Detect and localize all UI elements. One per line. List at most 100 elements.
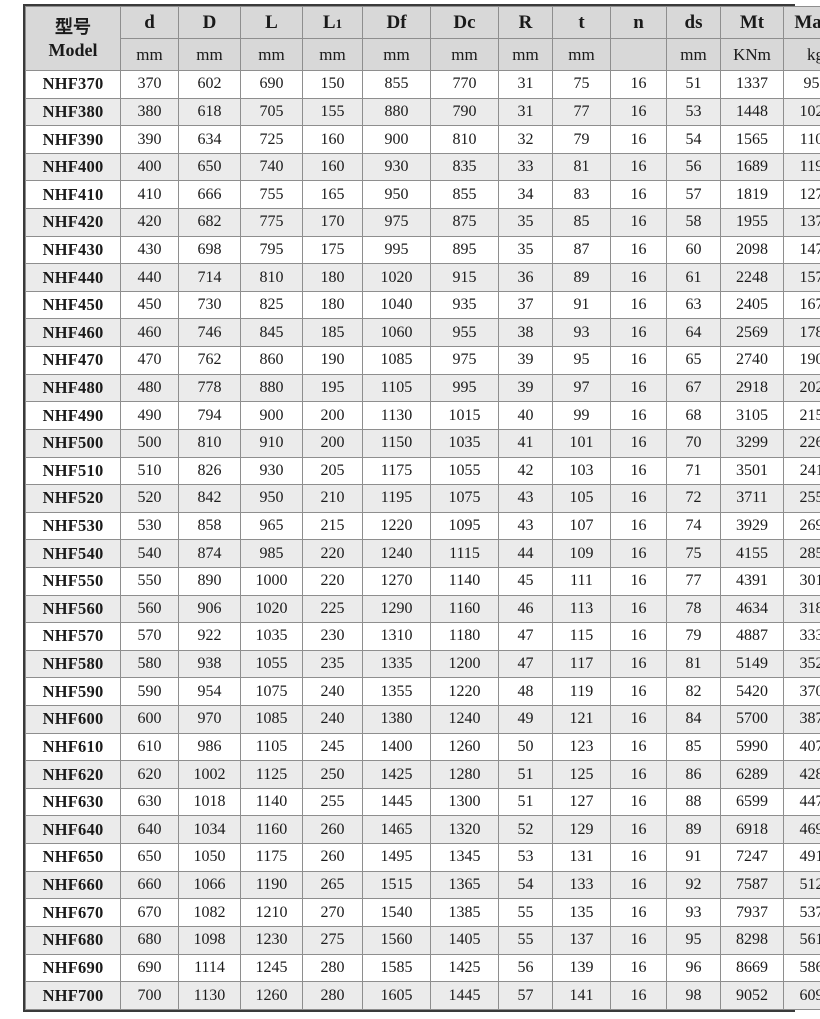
header-symbol-d: d	[120, 6, 179, 39]
header-unit-d: mm	[120, 38, 179, 71]
cell-model: NHF680	[25, 925, 121, 955]
cell-Df: 1380	[362, 705, 431, 734]
table-row: NHF4004006507401609308353381165616891194	[25, 152, 820, 182]
cell-Mt: 2098	[720, 235, 784, 265]
header-unit-ds: mm	[666, 38, 721, 71]
cell-D: 1098	[178, 925, 241, 955]
cell-Mass: 1108	[783, 125, 820, 154]
table-body: NHF370370602690150855770317516511337951N…	[25, 70, 820, 1010]
cell-d: 600	[120, 705, 179, 734]
cell-Mass: 2156	[783, 401, 820, 430]
cell-L: 930	[240, 456, 303, 486]
cell-Df: 995	[362, 235, 431, 265]
cell-Df: 1105	[362, 373, 431, 403]
table-row: NHF600 600 970 1085 240 1380 1240 49 121 16 84 5700…	[25, 705, 820, 734]
cell-D: 666	[178, 180, 241, 210]
cell-ds: 70	[666, 428, 721, 458]
model-specification-table: 型号 Model d D L L1 Df Dc R t n ds Mt Mass…	[25, 6, 820, 1010]
cell-d: 460	[120, 318, 179, 348]
cell-n: 16	[610, 484, 667, 513]
cell-Df: 1585	[362, 953, 431, 983]
cell-L1: 280	[302, 981, 363, 1010]
cell-L1: 265	[302, 870, 363, 900]
cell-R: 35	[498, 208, 553, 237]
cell-R: 47	[498, 622, 553, 651]
cell-L: 910	[240, 428, 303, 458]
table-row: NHF580 580 938 1055 235 1335 1200 47 117 16 81 5149…	[25, 649, 820, 679]
spec-table-sheet: 型号 Model d D L L1 Df Dc R t n ds Mt Mass…	[23, 4, 820, 1012]
table-row: NHF4804807788801951105995399716672918202…	[25, 373, 820, 403]
header-symbol-L: L	[240, 6, 303, 39]
cell-D: 1034	[178, 815, 241, 845]
cell-Mt: 5420	[720, 677, 784, 707]
cell-Mt: 1565	[720, 125, 784, 154]
cell-Df: 1605	[362, 981, 431, 1010]
cell-Dc: 1425	[430, 953, 499, 983]
cell-d: 620	[120, 760, 179, 789]
cell-Mt: 2248	[720, 263, 784, 292]
table-row: NHF640 640 1034 1160 260 1465 1320 52 129 16 89 691…	[25, 815, 820, 845]
cell-Mass: 951	[783, 70, 820, 99]
cell-model: NHF560	[25, 594, 121, 624]
cell-model: NHF520	[25, 484, 121, 513]
cell-L1: 200	[302, 401, 363, 430]
cell-Mt: 4887	[720, 622, 784, 651]
cell-n: 16	[610, 843, 667, 872]
cell-L1: 215	[302, 511, 363, 541]
cell-L1: 190	[302, 346, 363, 375]
cell-L1: 275	[302, 925, 363, 955]
cell-Dc: 1345	[430, 843, 499, 872]
cell-L1: 240	[302, 705, 363, 734]
table-row: NHF4404407148101801020915368916612248157…	[25, 263, 820, 292]
cell-n: 16	[610, 622, 667, 651]
symbol-subscript: 1	[335, 15, 343, 31]
cell-D: 1114	[178, 953, 241, 983]
cell-d: 400	[120, 152, 179, 182]
cell-d: 660	[120, 870, 179, 900]
cell-Dc: 1055	[430, 456, 499, 486]
cell-Mass: 1787	[783, 318, 820, 348]
cell-Mass: 2554	[783, 484, 820, 513]
cell-R: 41	[498, 428, 553, 458]
cell-Mass: 4477	[783, 787, 820, 817]
cell-t: 111	[552, 566, 611, 596]
cell-n: 16	[610, 981, 667, 1010]
cell-Dc: 935	[430, 290, 499, 320]
cell-L1: 150	[302, 70, 363, 99]
header-unit-row: mm mm mm mm mm mm mm mm mm KNm kg	[26, 38, 820, 71]
cell-model: NHF480	[25, 373, 121, 403]
cell-ds: 71	[666, 456, 721, 486]
cell-Df: 1220	[362, 511, 431, 541]
cell-R: 51	[498, 787, 553, 817]
cell-R: 42	[498, 456, 553, 486]
cell-L: 1105	[240, 732, 303, 762]
cell-L: 1000	[240, 566, 303, 596]
cell-Df: 1310	[362, 622, 431, 651]
cell-ds: 75	[666, 539, 721, 568]
header-symbol-ds: ds	[666, 6, 721, 39]
cell-R: 31	[498, 97, 553, 127]
cell-n: 16	[610, 97, 667, 127]
cell-L1: 250	[302, 760, 363, 789]
header-symbol-Df: Df	[362, 6, 431, 39]
cell-D: 698	[178, 235, 241, 265]
header-symbol-L1: L1	[302, 6, 363, 39]
cell-L: 1075	[240, 677, 303, 707]
cell-n: 16	[610, 428, 667, 458]
cell-Mass: 1277	[783, 180, 820, 210]
cell-n: 16	[610, 511, 667, 541]
cell-t: 139	[552, 953, 611, 983]
cell-model: NHF440	[25, 263, 121, 292]
symbol-text: L	[322, 11, 336, 33]
cell-Mt: 1337	[720, 70, 784, 99]
cell-Dc: 1095	[430, 511, 499, 541]
cell-ds: 86	[666, 760, 721, 789]
cell-n: 16	[610, 180, 667, 210]
cell-n: 16	[610, 649, 667, 679]
cell-Mass: 2267	[783, 428, 820, 458]
cell-ds: 84	[666, 705, 721, 734]
cell-n: 16	[610, 787, 667, 817]
cell-Mass: 3180	[783, 594, 820, 624]
cell-ds: 91	[666, 843, 721, 872]
